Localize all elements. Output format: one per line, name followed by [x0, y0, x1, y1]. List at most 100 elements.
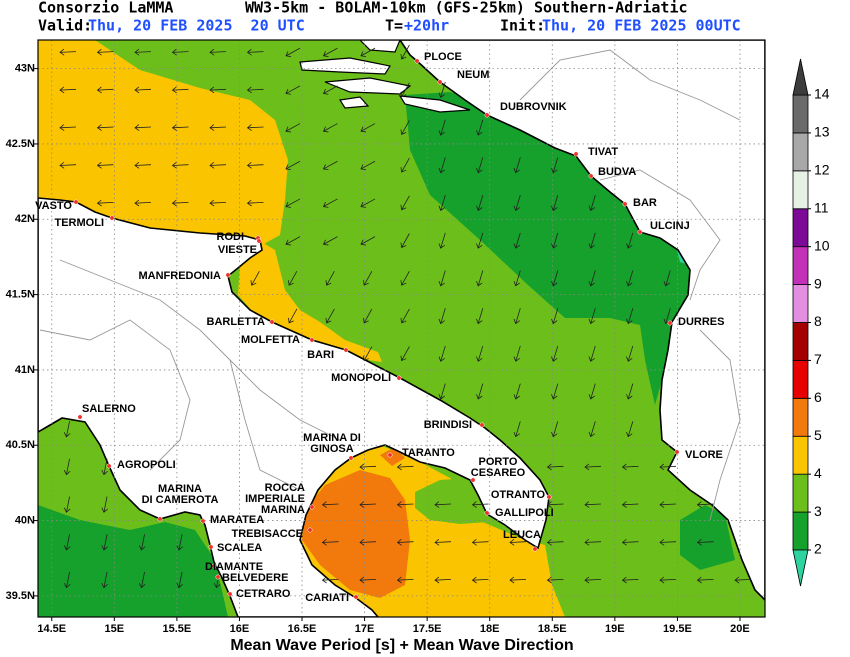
land-italy: [38, 197, 550, 617]
direction-arrow: [513, 345, 521, 362]
direction-arrow: [63, 421, 71, 438]
period-2-3-tyrrhenian: [38, 505, 228, 617]
direction-arrow: [626, 308, 634, 325]
direction-arrow: [209, 48, 227, 56]
direction-arrow: [476, 232, 484, 249]
city-label: MANFREDONIA: [139, 270, 222, 282]
island: [359, 40, 401, 53]
direction-arrow: [396, 501, 414, 508]
direction-arrow: [659, 463, 677, 471]
city-marker: [200, 518, 206, 524]
city-label: IMPERIALE: [245, 493, 305, 505]
direction-arrow: [438, 270, 446, 287]
direction-arrow: [96, 48, 114, 56]
direction-arrow: [246, 124, 264, 131]
direction-arrow: [363, 271, 373, 286]
colorbar-bin: [792, 170, 809, 210]
direction-arrow: [285, 47, 301, 57]
source: Consorzio LaMMA: [38, 0, 173, 17]
init-label: Init:: [500, 17, 545, 35]
direction-arrow: [434, 501, 452, 508]
direction-arrow: [322, 47, 338, 57]
city-label: PORTO: [479, 456, 518, 468]
direction-arrow: [96, 124, 114, 131]
city-marker: [674, 449, 680, 455]
direction-arrow: [138, 534, 146, 551]
period-4-5-coast: [238, 238, 382, 362]
city-label: BELVEDERE: [222, 572, 288, 584]
direction-arrow: [438, 308, 446, 325]
direction-arrow: [471, 576, 489, 584]
city-marker: [157, 516, 163, 522]
direction-arrow: [588, 345, 596, 362]
island: [339, 96, 370, 109]
direction-arrow: [400, 271, 410, 286]
direction-arrow: [359, 463, 377, 471]
direction-arrow: [176, 571, 183, 589]
lon-tick-label: 16.5E: [288, 623, 317, 635]
city-label: MARINA DI: [303, 432, 361, 444]
direction-arrow: [63, 496, 71, 513]
city-marker: [348, 455, 354, 461]
colorbar-label: 3: [814, 503, 822, 519]
lon-tick-label: 14.5E: [37, 623, 66, 635]
direction-arrow: [551, 308, 559, 325]
city-marker: [484, 112, 490, 118]
direction-arrow: [396, 576, 414, 584]
direction-arrow: [101, 458, 108, 476]
city-marker: [309, 337, 315, 343]
city-marker: [106, 463, 112, 469]
direction-arrow: [138, 571, 146, 589]
direction-arrow: [171, 86, 189, 94]
direction-arrow: [584, 576, 602, 584]
direction-arrow: [322, 236, 338, 246]
city-label: MARINA: [261, 504, 305, 516]
direction-arrow: [471, 538, 489, 546]
lon-tick-label: 16E: [230, 623, 250, 635]
direction-arrow: [588, 421, 596, 438]
city-label: ULCINJ: [650, 220, 690, 232]
direction-arrow: [63, 571, 71, 589]
direction-arrow: [551, 345, 559, 362]
direction-arrow: [322, 85, 338, 95]
direction-arrow: [359, 576, 377, 584]
direction-arrow: [588, 383, 596, 400]
land-balkans: [399, 40, 765, 602]
island: [398, 95, 471, 113]
direction-arrow: [209, 86, 227, 94]
city-marker: [667, 320, 673, 326]
direction-arrow: [134, 124, 152, 131]
city-label: BARLETTA: [207, 316, 266, 328]
direction-arrow: [438, 383, 446, 400]
city-marker: [588, 173, 594, 179]
lat-tick-label: 41N: [15, 364, 35, 376]
direction-arrow: [438, 119, 446, 136]
city-marker: [396, 375, 402, 381]
city-label: AGROPOLI: [117, 459, 176, 471]
lon-tick-label: 15E: [105, 623, 125, 635]
period-2-3-south: [680, 505, 735, 570]
direction-arrow: [476, 383, 484, 400]
colorbar-label: 5: [814, 427, 822, 443]
direction-arrow: [400, 44, 410, 60]
footer: Mean Wave Period [s] + Mean Wave Directi…: [230, 637, 573, 654]
direction-arrow: [246, 48, 264, 56]
colorbar-label: 10: [814, 237, 830, 253]
city-label: TARANTO: [402, 447, 455, 459]
step-label: T=: [385, 17, 403, 35]
direction-arrow: [209, 124, 227, 131]
border: [59, 259, 341, 441]
direction-arrow: [696, 576, 714, 584]
lon-tick-label: 15.5E: [163, 623, 192, 635]
lon-tick-label: 19.5E: [663, 623, 692, 635]
direction-arrow: [322, 160, 338, 171]
direction-arrow: [96, 161, 114, 169]
city-marker: [573, 151, 579, 157]
city-label: BRINDISI: [424, 419, 472, 431]
lat-tick-label: 40N: [15, 514, 35, 526]
city-label: DURRES: [678, 316, 724, 328]
direction-arrow: [400, 157, 410, 173]
city-label: OTRANTO: [491, 489, 546, 501]
colorbar-label: 11: [814, 199, 829, 215]
